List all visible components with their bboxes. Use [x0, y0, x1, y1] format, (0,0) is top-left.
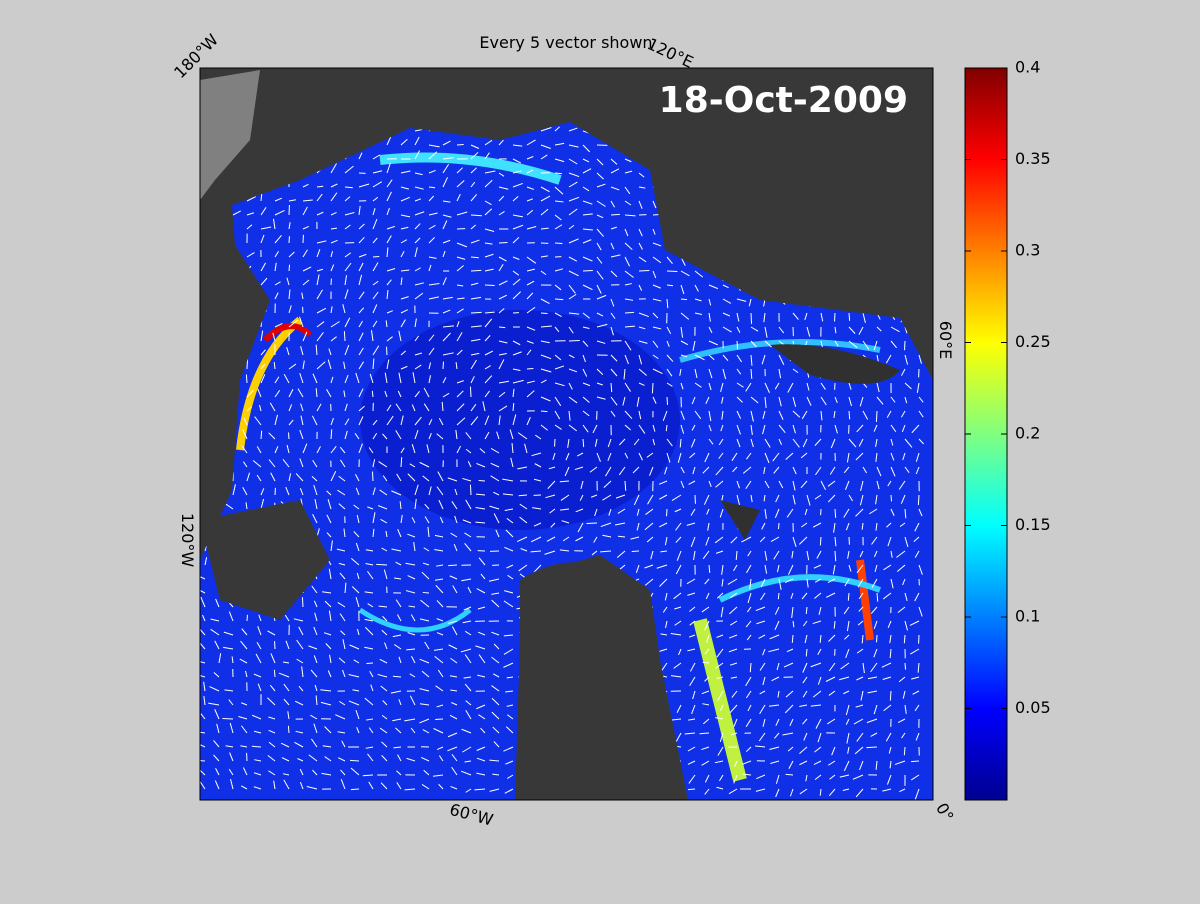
drift-vector: [583, 439, 584, 447]
drift-vector: [569, 340, 580, 341]
drift-vector: [471, 312, 482, 313]
drift-vector: [611, 214, 620, 215]
longitude-label: 0°: [932, 800, 958, 825]
colorbar-tick-label: 0.1: [1015, 607, 1040, 626]
drift-vector: [667, 397, 668, 405]
drift-vector: [820, 537, 821, 545]
drift-vector: [849, 411, 850, 419]
drift-vector: [470, 485, 471, 495]
drift-vector: [652, 383, 653, 393]
drift-vector: [866, 747, 877, 748]
slow-drift-zone: [360, 310, 680, 530]
drift-vector: [448, 565, 457, 566]
longitude-label: 120°W: [178, 513, 197, 568]
drift-vector: [499, 327, 505, 328]
drift-vector: [289, 265, 290, 271]
drift-vector: [703, 662, 709, 663]
drift-vector: [541, 411, 547, 412]
drift-vector: [376, 564, 387, 565]
colorbar-tick-label: 0.2: [1015, 424, 1040, 443]
drift-vector: [344, 331, 345, 341]
drift-vector: [625, 312, 634, 313]
longitude-label: 120°E: [644, 34, 696, 72]
drift-vector: [792, 635, 793, 643]
drift-vector: [479, 480, 485, 481]
drift-vector: [876, 411, 877, 422]
drift-vector: [918, 495, 919, 505]
longitude-label: 60°W: [448, 800, 496, 830]
drift-vector: [786, 774, 793, 775]
drift-vector: [890, 691, 891, 701]
drift-vector: [555, 299, 563, 300]
colorbar: 0.05 0.1 0.15 0.2 0.25 0.3 0.35 0.4: [965, 58, 1051, 801]
drift-vector: [750, 663, 751, 672]
drift-vector: [373, 256, 379, 257]
colorbar-tick-label: 0.25: [1015, 332, 1051, 351]
drift-vector: [302, 597, 303, 607]
map: 18-Oct-2009: [195, 65, 933, 800]
drift-vector: [891, 495, 892, 501]
drift-vector: [423, 592, 429, 593]
map-title: Every 5 vector shown: [479, 33, 652, 52]
drift-vector: [904, 635, 905, 643]
drift-vector: [288, 726, 289, 733]
date-label: 18-Oct-2009: [659, 80, 908, 121]
colorbar-tick-label: 0.35: [1015, 149, 1051, 168]
drift-vector: [904, 747, 905, 755]
colorbar-tick-label: 0.4: [1015, 58, 1040, 77]
drift-vector: [345, 187, 353, 188]
drift-vector: [911, 761, 919, 762]
drift-vector: [470, 387, 471, 397]
drift-vector: [222, 718, 233, 719]
drift-vector: [681, 299, 687, 300]
drift-vector: [848, 593, 849, 601]
colorbar-scale: [965, 68, 1007, 800]
drift-vector: [688, 789, 695, 790]
drift-vector: [261, 431, 262, 439]
colorbar-tick-label: 0.05: [1015, 698, 1051, 717]
drift-vector: [778, 593, 779, 599]
drift-vector: [372, 472, 373, 481]
drift-vector: [350, 760, 359, 761]
drift-vector: [471, 270, 481, 271]
drift-vector: [835, 509, 836, 518]
drift-vector: [751, 313, 752, 324]
longitude-label: 60°E: [936, 321, 955, 359]
drift-vector: [246, 374, 247, 383]
drift-vector: [700, 733, 709, 734]
drift-vector: [351, 789, 359, 790]
drift-vector: [555, 173, 562, 174]
drift-vector: [252, 746, 261, 747]
drift-vector: [905, 663, 906, 670]
drift-vector: [849, 313, 850, 321]
drift-vector: [274, 670, 275, 677]
drift-vector: [372, 391, 373, 397]
drift-vector: [737, 341, 738, 349]
colorbar-tick-label: 0.3: [1015, 241, 1040, 260]
colorbar-tick-label: 0.15: [1015, 515, 1051, 534]
